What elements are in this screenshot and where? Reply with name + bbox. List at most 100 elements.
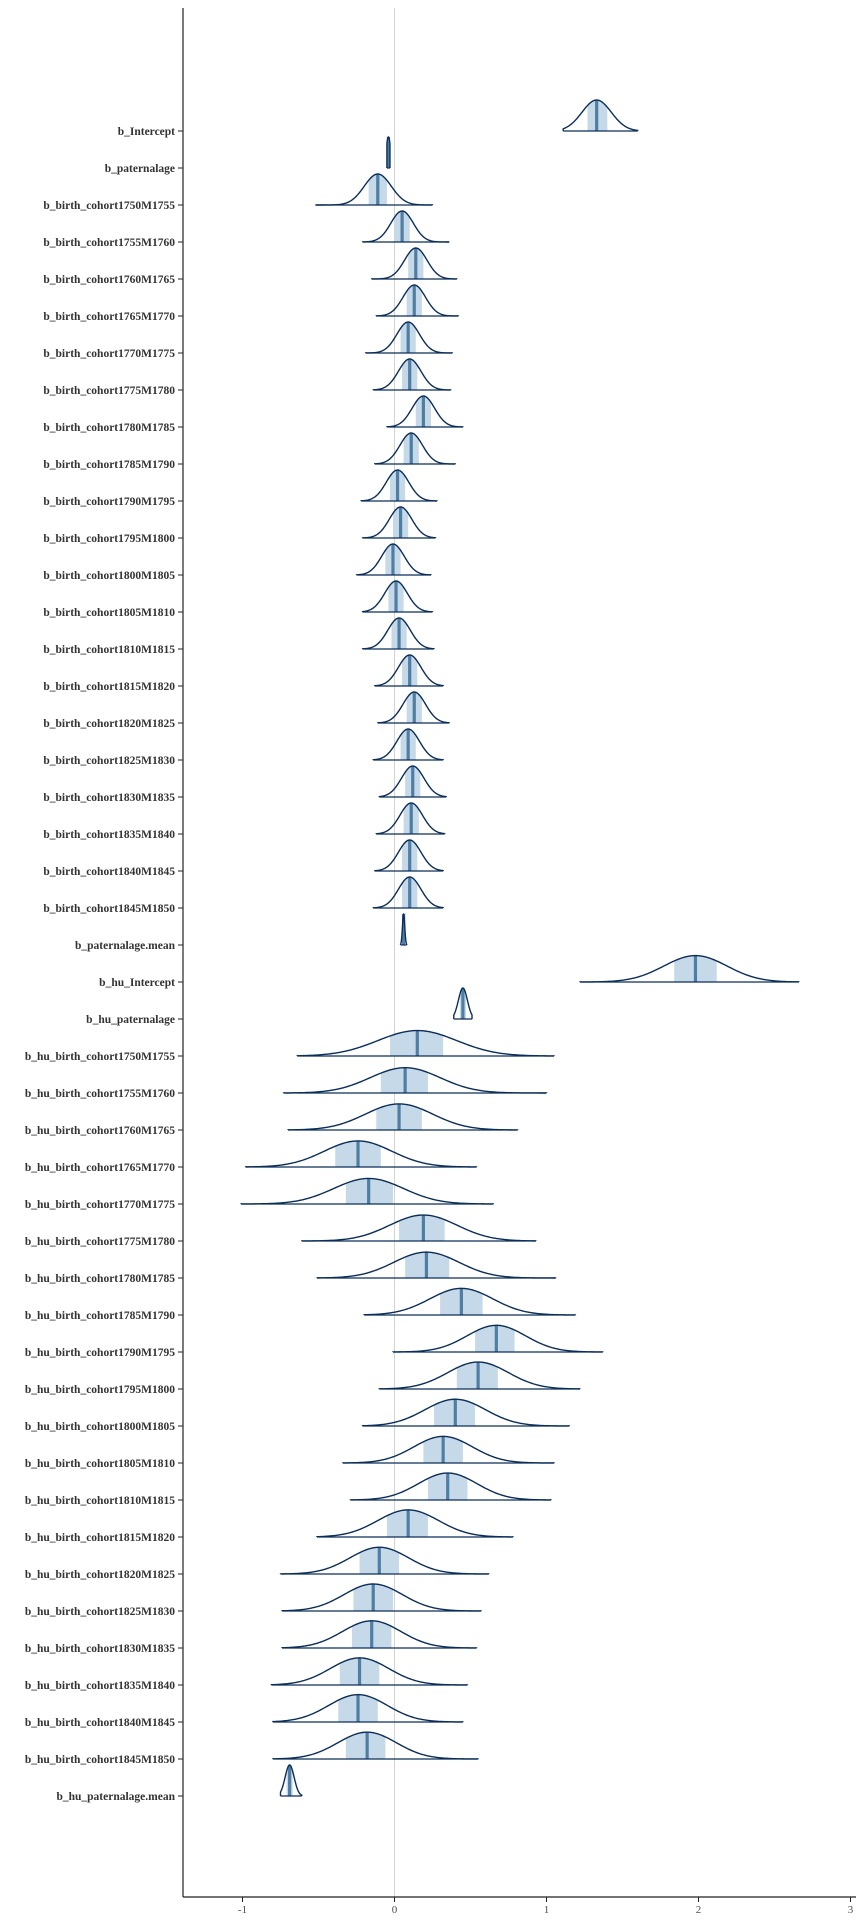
- y-tick-label: b_birth_cohort1790M1795: [43, 496, 175, 508]
- density-curve: [453, 987, 473, 1019]
- ridge-b_hu_birth_cohort1805M1810: [342, 1435, 555, 1464]
- ridge-b_birth_cohort1800M1805: [355, 543, 432, 576]
- density-curve: [399, 913, 408, 945]
- y-tick-label: b_birth_cohort1775M1780: [43, 385, 175, 397]
- ridge-b_hu_birth_cohort1815M1820: [316, 1509, 514, 1538]
- density-curve: [377, 691, 450, 724]
- y-tick-label: b_hu_birth_cohort1775M1780: [25, 1236, 175, 1248]
- ridge-b_birth_cohort1840M1845: [374, 839, 444, 872]
- ridge-b_hu_birth_cohort1780M1785: [316, 1251, 557, 1279]
- y-tick-label: b_hu_birth_cohort1750M1755: [25, 1051, 175, 1063]
- x-tick-label: 0: [392, 1904, 398, 1916]
- density-curve: [279, 1764, 303, 1796]
- ridge-b_birth_cohort1755M1760: [361, 210, 450, 243]
- ridge-b_hu_birth_cohort1795M1800: [378, 1361, 581, 1390]
- ridge-b_hu_birth_cohort1800M1805: [361, 1398, 570, 1427]
- y-tick-label: b_hu_birth_cohort1760M1765: [25, 1125, 175, 1137]
- ridge-b_birth_cohort1795M1800: [361, 506, 437, 539]
- ridge-b_birth_cohort1810M1815: [361, 617, 435, 650]
- density-curve: [361, 506, 437, 539]
- y-tick-label: b_paternalage: [105, 163, 175, 175]
- density-curve: [287, 1103, 519, 1131]
- y-tick-label: b_birth_cohort1830M1835: [43, 792, 175, 804]
- density-curve: [244, 1140, 478, 1168]
- y-tick-label: b_hu_paternalage.mean: [56, 1791, 175, 1803]
- density-curve: [272, 1693, 464, 1723]
- density-curve: [378, 765, 447, 798]
- density-curve: [301, 1214, 537, 1242]
- ridge-b_hu_birth_cohort1785M1790: [363, 1287, 577, 1316]
- density-ridges: [240, 99, 800, 1797]
- y-tick-label: b_hu_birth_cohort1810M1815: [25, 1495, 175, 1507]
- density-curve: [364, 321, 453, 354]
- y-tick-label: b_birth_cohort1845M1850: [43, 903, 175, 915]
- y-tick-label: b_hu_birth_cohort1755M1760: [25, 1088, 175, 1100]
- x-axis-ticks: -1 0 1 2 3: [238, 1897, 854, 1916]
- density-curve: [562, 99, 639, 132]
- ridge-b_birth_cohort1775M1780: [372, 358, 452, 391]
- ridge-b_birth_cohort1790M1795: [360, 469, 438, 502]
- ridge-b_birth_cohort1750M1755: [315, 173, 434, 206]
- y-tick-label: b_birth_cohort1805M1810: [43, 607, 175, 619]
- ridge-b_birth_cohort1780M1785: [386, 395, 464, 428]
- y-tick-label: b_paternalage.mean: [75, 940, 176, 952]
- density-curve: [361, 1398, 570, 1427]
- y-tick-label: b_birth_cohort1815M1820: [43, 681, 175, 693]
- ridge-b_hu_birth_cohort1845M1850: [272, 1731, 479, 1760]
- ridge-b_hu_birth_cohort1760M1765: [287, 1103, 519, 1131]
- y-tick-label: b_birth_cohort1840M1845: [43, 866, 175, 878]
- y-tick-label: b_hu_birth_cohort1765M1770: [25, 1162, 175, 1174]
- y-tick-label: b_birth_cohort1770M1775: [43, 348, 175, 360]
- density-curve: [372, 728, 444, 761]
- y-tick-label: b_hu_birth_cohort1820M1825: [25, 1569, 175, 1581]
- density-curve: [378, 1361, 581, 1390]
- y-tick-label: b_hu_birth_cohort1780M1785: [25, 1273, 175, 1285]
- ridge-b_hu_birth_cohort1770M1775: [240, 1177, 494, 1205]
- x-tick-label: -1: [238, 1904, 247, 1916]
- density-curve: [392, 1324, 604, 1353]
- ridge-b_birth_cohort1765M1770: [375, 284, 460, 317]
- y-tick-label: b_hu_birth_cohort1790M1795: [25, 1347, 175, 1359]
- ridge-b_hu_birth_cohort1775M1780: [301, 1214, 537, 1242]
- y-tick-label: b_Intercept: [118, 126, 175, 138]
- y-tick-label: b_hu_birth_cohort1785M1790: [25, 1310, 175, 1322]
- ridge-b_birth_cohort1830M1835: [378, 765, 447, 798]
- ridge-b_hu_birth_cohort1820M1825: [279, 1546, 490, 1575]
- y-tick-label: b_birth_cohort1795M1800: [43, 533, 175, 545]
- y-tick-label: b_birth_cohort1760M1765: [43, 274, 175, 286]
- y-tick-label: b_hu_birth_cohort1845M1850: [25, 1754, 175, 1766]
- y-tick-label: b_birth_cohort1825M1830: [43, 755, 175, 767]
- density-curve: [579, 954, 800, 983]
- density-curve: [371, 247, 458, 280]
- y-tick-label: b_birth_cohort1780M1785: [43, 422, 175, 434]
- density-curve: [386, 395, 464, 428]
- ridge-b_paternalage: [386, 136, 391, 169]
- ridge-b_hu_birth_cohort1750M1755: [296, 1029, 555, 1057]
- y-tick-label: b_birth_cohort1810M1815: [43, 644, 175, 656]
- ridge-b_hu_paternalage: [453, 987, 473, 1020]
- y-tick-label: b_birth_cohort1820M1825: [43, 718, 175, 730]
- density-curve: [240, 1177, 494, 1205]
- ridge-b_hu_birth_cohort1835M1840: [270, 1657, 469, 1686]
- y-tick-label: b_hu_birth_cohort1795M1800: [25, 1384, 175, 1396]
- y-tick-label: b_birth_cohort1750M1755: [43, 200, 175, 212]
- y-tick-label: b_hu_birth_cohort1800M1805: [25, 1421, 175, 1433]
- ridge-b_hu_birth_cohort1755M1760: [282, 1066, 548, 1094]
- y-tick-label: b_hu_birth_cohort1830M1835: [25, 1643, 175, 1655]
- ridge-b_hu_paternalage.mean: [279, 1764, 303, 1797]
- density-curve: [375, 802, 446, 835]
- density-curve: [281, 1583, 482, 1612]
- y-tick-label: b_birth_cohort1765M1770: [43, 311, 175, 323]
- ridge-b_birth_cohort1805M1810: [361, 580, 434, 613]
- x-tick-label: 1: [544, 1904, 550, 1916]
- density-curve: [374, 432, 456, 465]
- density-curve: [355, 543, 432, 576]
- ridge-b_birth_cohort1815M1820: [374, 654, 444, 687]
- density-curve: [316, 1509, 514, 1538]
- ridge-b_hu_Intercept: [579, 954, 800, 983]
- x-tick-label: 3: [848, 1904, 854, 1916]
- y-tick-label: b_hu_birth_cohort1770M1775: [25, 1199, 175, 1211]
- ridge-b_birth_cohort1845M1850: [372, 876, 444, 909]
- ridge-b_Intercept: [562, 99, 639, 132]
